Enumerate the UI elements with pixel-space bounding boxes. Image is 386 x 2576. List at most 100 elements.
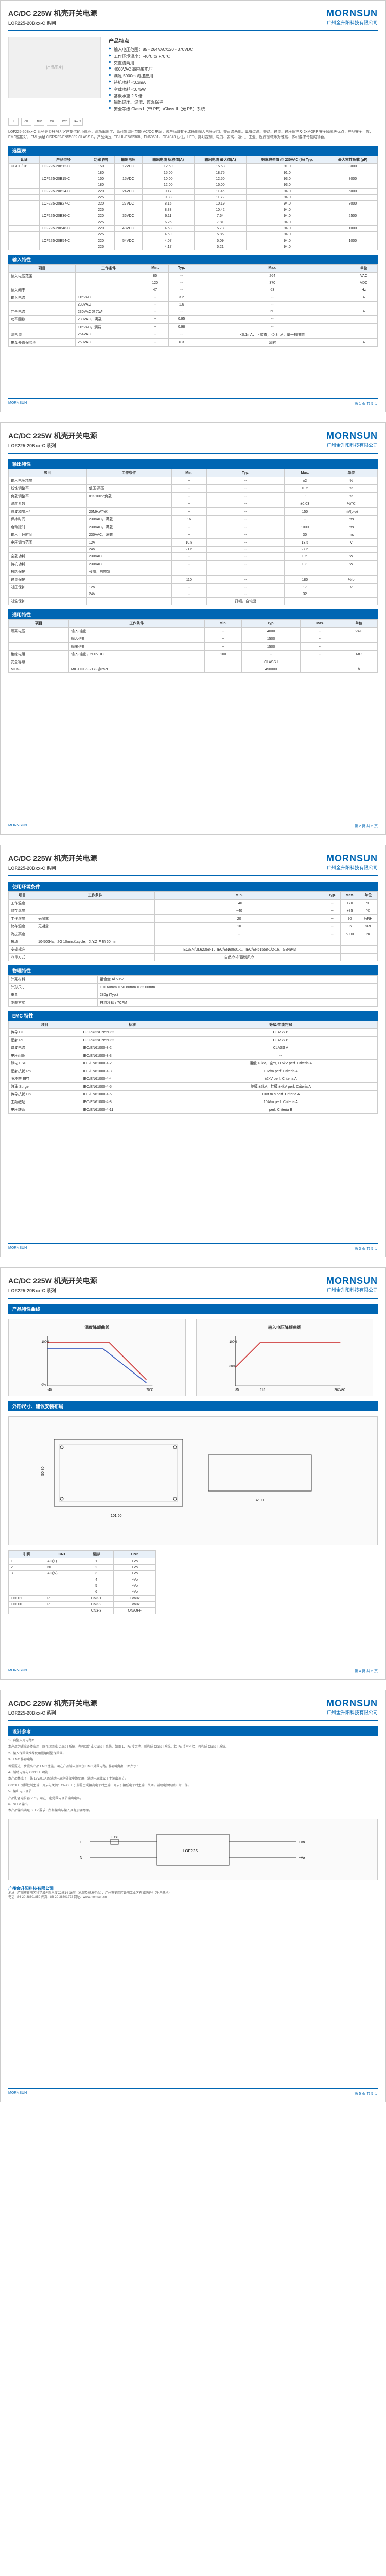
- table-row: 电压跌落IEC/EN61000-4-11perf. Criteria B: [9, 1106, 378, 1114]
- features-row: [产品图片] 产品特点 输入电压范围：85 - 264VAC/120 - 370…: [8, 37, 378, 113]
- table-row: LOF225-20B48-C22048VDC4.585.7394.01000: [9, 225, 378, 231]
- table-row: 3AC(N)3+Vo: [9, 1571, 156, 1577]
- table-row: LOF225-20B15-C15015VDC10.0012.5093.08000: [9, 176, 378, 182]
- table-row: 传导 CECISPR32/EN55032CLASS B: [9, 1029, 378, 1037]
- table-row: 工作湿度无凝露20--90%RH: [9, 915, 378, 923]
- table-row: 外壳材料铝合金 Al 5052: [9, 976, 378, 984]
- svg-text:32.00: 32.00: [255, 1499, 264, 1502]
- curves-hdr: 产品特性曲线: [8, 1304, 378, 1314]
- chart-svg-2: 100%60% 85115264VAC: [202, 1330, 368, 1392]
- svg-text:+Vo: +Vo: [299, 1841, 305, 1844]
- table-row: 2256.257.8194.0: [9, 219, 378, 225]
- env-table: 项目工作条件Min.Typ.Max.单位工作温度−40--+70℃储存温度−40…: [8, 891, 378, 961]
- cert-badge: RoHS: [73, 118, 83, 126]
- mech-hdr: 物理特性: [8, 965, 378, 975]
- table-row: 安全等级CLASS I: [9, 658, 378, 666]
- table-row: 电压闪烁IEC/EN61000-3-3--: [9, 1052, 378, 1060]
- chart-area: 温度降额曲线 100%0% -4070℃ 输入电压降额曲线 100%60% 85…: [8, 1319, 378, 1396]
- env-hdr: 使用环境条件: [8, 882, 378, 891]
- svg-text:L: L: [80, 1841, 82, 1844]
- table-row: 2259.3811.7294.0: [9, 194, 378, 200]
- table-row: 24V21.6--27.6: [9, 547, 378, 553]
- dims-hdr: 外形尺寸、建议安装布局: [8, 1401, 378, 1411]
- table-row: 过温保护打嗝，自恢复: [9, 598, 378, 605]
- feature-item: 4000VAC 高隔离电压: [109, 66, 378, 73]
- table-row: 冷却方式自然冷却/强制风冷: [9, 954, 378, 961]
- page-footer: MORNSUN 第 1 页 共 5 页: [8, 398, 378, 406]
- table-row: 5−Vo: [9, 1583, 156, 1589]
- table-row: CN100PECN3-2−Vaux: [9, 1602, 156, 1608]
- general-hdr: 通用特性: [8, 609, 378, 619]
- input-spec-hdr: 输入特性: [8, 255, 378, 264]
- pin-table: 引脚CN1引脚CN21AC(L)1+Vo2NC2+Vo3AC(N)3+Vo4−V…: [8, 1550, 156, 1614]
- svg-text:N: N: [80, 1856, 82, 1860]
- table-row: 2254.695.8694.0: [9, 231, 378, 238]
- cert-badge: CCC: [60, 118, 70, 126]
- table-row: 2NC2+Vo: [9, 1565, 156, 1571]
- feature-item: 空载功耗 <0.75W: [109, 87, 378, 93]
- temp-derating-chart: 温度降额曲线 100%0% -4070℃: [8, 1319, 186, 1396]
- table-row: 脉冲群 EFTIEC/EN61000-4-4±2kV perf. Criteri…: [9, 1075, 378, 1083]
- table-row: 115VAC，满载--0.98--: [9, 323, 378, 331]
- dimension-drawing: 101.60 50.80 32.00: [8, 1416, 378, 1545]
- description: LOF225-20Bxx-C 系列是金升阳为客户提供的小体积、高功率密度、高可靠…: [8, 130, 378, 141]
- feature-item: 交直流两用: [109, 60, 378, 67]
- svg-text:50.80: 50.80: [41, 1466, 45, 1476]
- table-row: 冲击电流230VAC 冷启动----60A: [9, 308, 378, 315]
- features-list: 产品特点 输入电压范围：85 - 264VAC/120 - 370VDC工作环境…: [109, 37, 378, 113]
- table-row: 辐射 RECISPR32/EN55032CLASS B: [9, 1037, 378, 1044]
- table-row: LOF225-20B24-C22024VDC9.1711.4694.05000: [9, 188, 378, 194]
- table-row: LOF225-20B27-C22027VDC8.1510.1994.03000: [9, 200, 378, 207]
- table-row: 输出-PE--1500--: [9, 643, 378, 651]
- table-row: 输入频率47--63Hz: [9, 286, 378, 294]
- company-cn: 广州金升阳科技有限公司: [326, 19, 378, 26]
- table-row: 浪涌 SurgeIEC/EN61000-4-5差模 ±2kV，共模 ±4kV p…: [9, 1083, 378, 1091]
- svg-text:FUSE: FUSE: [111, 1836, 119, 1839]
- svg-text:70℃: 70℃: [146, 1389, 153, 1392]
- table-row: 振动10-500Hz，2G 10min./1cycle，X,Y,Z 各轴 60m…: [9, 938, 378, 946]
- table-row: CN101PECN3-1+Vaux: [9, 1596, 156, 1602]
- table-row: 输入-PE--1500--: [9, 635, 378, 643]
- svg-text:115: 115: [260, 1389, 265, 1392]
- table-row: 4−Vo: [9, 1577, 156, 1583]
- doc-series: LOF225-20Bxx-C 系列: [8, 20, 97, 26]
- svg-text:101.60: 101.60: [111, 1514, 122, 1518]
- table-row: 24V----32: [9, 591, 378, 598]
- table-row: 过压保护12V----17V: [9, 584, 378, 591]
- feature-item: 基板承重 2.5 倍: [109, 93, 378, 100]
- table-row: 输出电压精度----±2%: [9, 477, 378, 485]
- svg-text:100%: 100%: [41, 1341, 49, 1344]
- table-row: 工作温度−40--+70℃: [9, 900, 378, 907]
- features-title: 产品特点: [109, 37, 378, 44]
- table-row: 18012.0015.0093.0: [9, 182, 378, 188]
- table-row: 纹波和噪声*20MHz带宽----150mV(p-p): [9, 508, 378, 516]
- svg-text:85: 85: [235, 1389, 239, 1392]
- svg-text:0%: 0%: [41, 1384, 46, 1387]
- header: AC/DC 225W 机壳开关电源LOF225-20Bxx-C 系列 MORNS…: [8, 431, 378, 454]
- feature-item: 待机功耗 <0.3mA: [109, 80, 378, 87]
- table-row: 外形尺寸101.60mm × 50.80mm × 32.00mm: [9, 984, 378, 991]
- page-3: AC/DC 225W 机壳开关电源LOF225-20Bxx-C 系列 MORNS…: [0, 845, 386, 1257]
- header: AC/DC 225W 机壳开关电源 LOF225-20Bxx-C 系列 MORN…: [8, 8, 378, 31]
- output-spec-table: 项目工作条件Min.Typ.Max.单位输出电压精度----±2%线性调整率低压…: [8, 469, 378, 605]
- cert-badge: CE: [47, 118, 57, 126]
- mech-drawing-svg: 101.60 50.80 32.00: [39, 1424, 347, 1537]
- app-circuit: LOF225 L N +Vo −Vo FUSE: [8, 1819, 378, 1880]
- table-row: 谐波电流IEC/EN61000-3-2CLASS A: [9, 1044, 378, 1052]
- sel-table-hdr: 选型表: [8, 146, 378, 156]
- table-row: 温度系数----±0.03%/℃: [9, 500, 378, 508]
- feature-item: 满足 5000m 海拔应用: [109, 73, 378, 80]
- chart-svg-1: 100%0% -4070℃: [14, 1330, 180, 1392]
- product-image: [产品图片]: [8, 37, 101, 98]
- cert-badge: CB: [21, 118, 31, 126]
- svg-text:60%: 60%: [229, 1365, 236, 1368]
- table-row: 过流保护110--180%Io: [9, 576, 378, 584]
- table-row: 重量280g (Typ.): [9, 991, 378, 999]
- table-row: 传导抗扰 CSIEC/EN61000-4-610Vr.m.s perf. Cri…: [9, 1091, 378, 1098]
- mech-table: 外壳材料铝合金 Al 5052外形尺寸101.60mm × 50.80mm × …: [8, 975, 378, 1007]
- table-row: 输入电流115VAC--3.2--A: [9, 294, 378, 301]
- table-row: MTBFMIL-HDBK-217F@25℃450000h: [9, 666, 378, 673]
- table-row: UL/CE/CBLOF225-20B12-C15012VDC12.5015.63…: [9, 163, 378, 170]
- table-row: 绝缘电阻输入-输出，500VDC100----MΩ: [9, 651, 378, 658]
- table-row: 230VAC--1.6--: [9, 301, 378, 308]
